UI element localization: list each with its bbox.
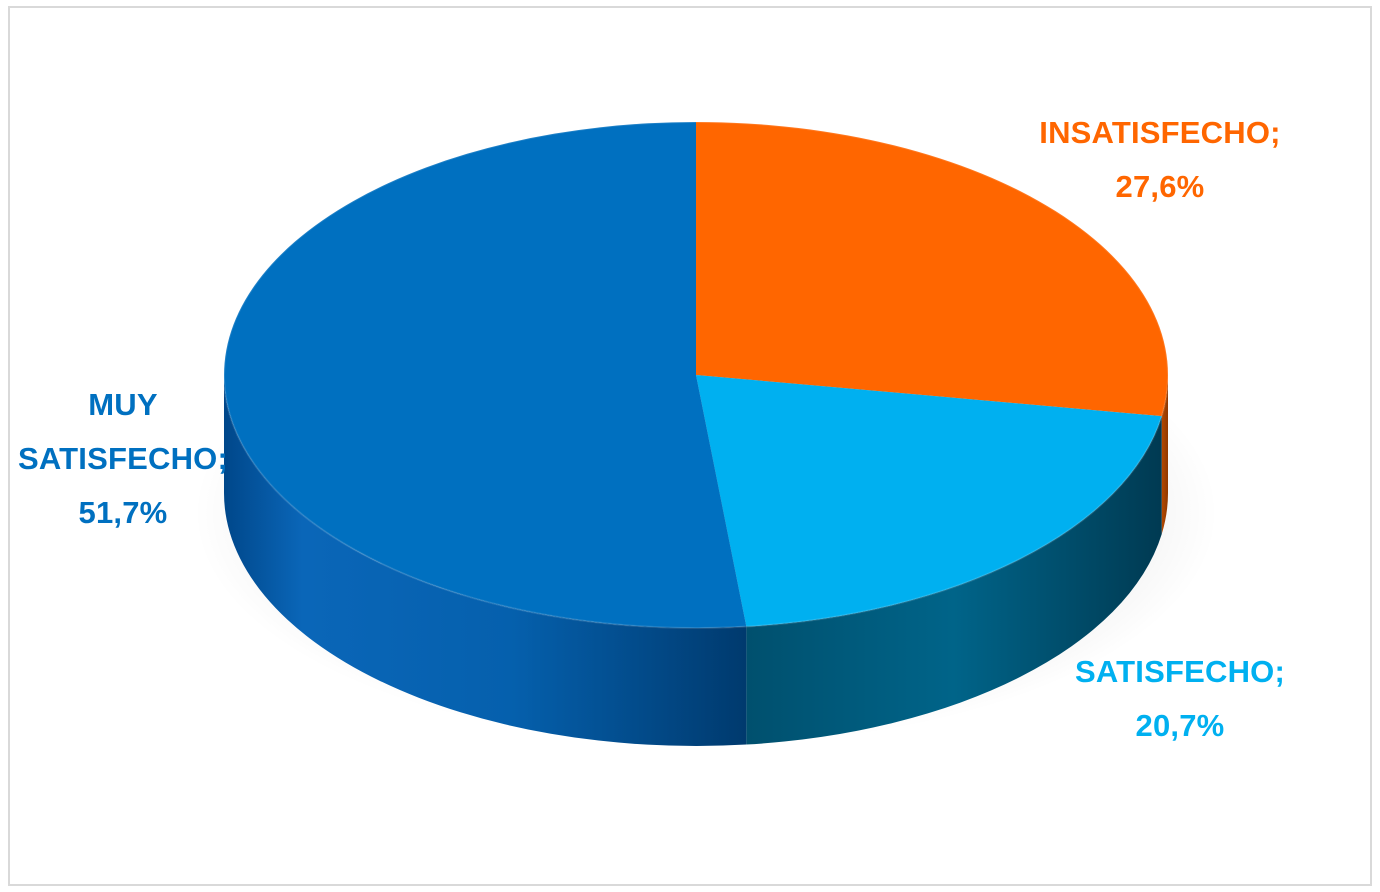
slice-label-insatisfecho-name: INSATISFECHO;	[1039, 115, 1281, 150]
slice-label-satisfecho: SATISFECHO; 20,7%	[1030, 645, 1330, 753]
pie-side-muy-satisfecho	[224, 375, 747, 747]
pie-slice-muy-satisfecho	[224, 122, 747, 628]
slice-label-muy-satisfecho: MUY SATISFECHO; 51,7%	[0, 378, 246, 540]
slice-label-satisfecho-name: SATISFECHO;	[1074, 654, 1285, 689]
pie-side-satisfecho	[746, 416, 1162, 745]
slice-label-insatisfecho: INSATISFECHO; 27,6%	[1010, 106, 1310, 214]
pie-slice-insatisfecho	[696, 122, 1169, 417]
slice-label-muy-satisfecho-value: 51,7%	[78, 495, 168, 530]
slice-label-muy-satisfecho-name-1: MUY	[88, 387, 158, 422]
pie-slice-satisfecho	[696, 375, 1162, 627]
slice-label-muy-satisfecho-name-2: SATISFECHO;	[17, 441, 228, 476]
slice-label-satisfecho-value: 20,7%	[1135, 708, 1225, 743]
pie-side-insatisfecho	[1161, 375, 1168, 535]
slice-label-insatisfecho-value: 27,6%	[1115, 169, 1205, 204]
pie-rim-highlight	[223, 121, 1169, 629]
